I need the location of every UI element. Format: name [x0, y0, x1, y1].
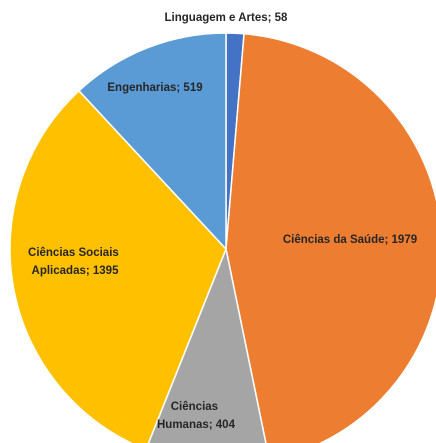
pie-slice: [147, 246, 267, 443]
data-label: Ciências Sociais Aplicadas; 1395: [28, 247, 122, 277]
data-label: Linguagem e Artes; 58: [165, 12, 289, 24]
pie-slice: [9, 89, 227, 443]
data-label: Ciências Humanas; 404: [157, 401, 236, 431]
data-label: Ciências da Saúde; 1979: [283, 234, 417, 246]
data-label: Engenharias; 519: [107, 82, 202, 94]
pie-slice: [225, 32, 436, 443]
pie-slice: [77, 32, 227, 251]
